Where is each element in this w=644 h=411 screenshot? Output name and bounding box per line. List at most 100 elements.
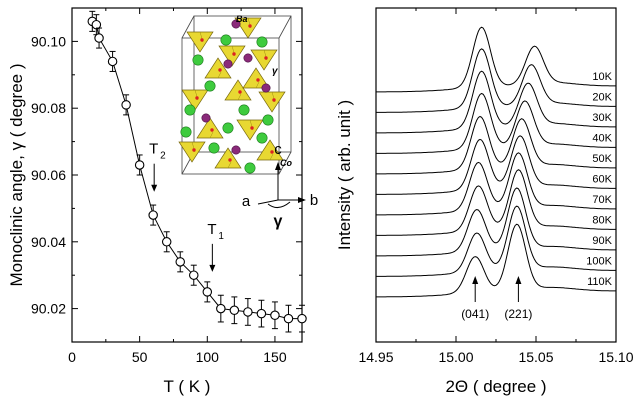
c-axis-head xyxy=(275,162,281,170)
purple-atom xyxy=(231,145,241,155)
y-tick-label: 90.10 xyxy=(31,33,66,49)
xrd-curve-60K xyxy=(376,135,616,195)
unit-cell-edge xyxy=(181,15,195,39)
co-atom xyxy=(228,158,232,162)
series-label-90K: 90K xyxy=(592,235,612,247)
annotation-arrow-head xyxy=(151,184,158,192)
ba-atom xyxy=(204,80,216,92)
x-tick-label: 150 xyxy=(263,349,287,365)
data-point xyxy=(256,308,267,319)
y-tick-label: 90.02 xyxy=(31,301,66,317)
data-point xyxy=(148,210,158,220)
gamma-arc xyxy=(267,201,291,208)
annotation-arrow-head xyxy=(209,264,216,272)
cotetrahedron xyxy=(196,117,224,139)
co-atom xyxy=(232,52,236,56)
series-label-50K: 50K xyxy=(592,153,612,165)
co-atom xyxy=(218,68,222,72)
data-point xyxy=(216,303,226,314)
ba-label: Ba xyxy=(236,14,248,24)
xrd-curve-30K xyxy=(376,70,616,134)
tetra-edge xyxy=(227,161,232,169)
x-tick-label: 15.10 xyxy=(598,349,633,365)
xrd-curve-100K xyxy=(376,205,616,277)
data-point xyxy=(91,19,102,30)
ba-atom xyxy=(238,104,250,116)
x-axis-label: T ( K ) xyxy=(164,377,211,396)
co-label: Co xyxy=(280,158,292,168)
peak-arrow-head xyxy=(472,276,479,284)
data-point xyxy=(202,287,213,297)
ba-atom xyxy=(220,34,232,46)
y-axis-label: Intensity ( arb. unit ) xyxy=(335,100,354,250)
xrd-curve-90K xyxy=(376,187,616,257)
y-tick-label: 90.04 xyxy=(31,234,66,250)
ba-atom xyxy=(262,114,274,126)
co-atom xyxy=(272,98,276,102)
co-atom xyxy=(210,128,214,132)
series-label-80K: 80K xyxy=(592,215,612,227)
co-atom xyxy=(270,150,274,154)
data-point xyxy=(161,237,172,247)
xrd-curve-80K xyxy=(376,169,616,236)
data-point xyxy=(107,56,118,67)
xrd-curve-10K xyxy=(376,26,616,93)
co-atom xyxy=(238,90,242,94)
data-point xyxy=(121,100,131,110)
co-atom xyxy=(264,56,268,60)
purple-atom xyxy=(201,113,211,123)
data-point xyxy=(134,160,145,170)
b-axis-head xyxy=(298,197,306,203)
t1-subscript: 1 xyxy=(218,231,224,242)
xrd-curve-70K xyxy=(376,152,616,216)
tetra-edge xyxy=(255,81,260,89)
data-point xyxy=(175,257,185,267)
ba-atom xyxy=(256,36,268,48)
ba-atom xyxy=(208,142,220,154)
x-tick-label: 0 xyxy=(68,349,76,365)
gamma-atom-label: γ xyxy=(272,66,279,77)
purple-atom xyxy=(223,59,233,69)
ba-atom xyxy=(184,104,196,116)
ba-atom xyxy=(180,126,192,138)
a-axis-line xyxy=(257,199,279,205)
ba-atom xyxy=(192,54,204,66)
data-point xyxy=(94,33,104,43)
series-label-70K: 70K xyxy=(592,194,612,206)
ba-atom xyxy=(256,132,268,144)
tetra-edge xyxy=(209,131,214,139)
series-label-30K: 30K xyxy=(592,112,612,124)
unit-cell-back xyxy=(193,15,292,153)
series-label-20K: 20K xyxy=(592,92,612,104)
left-panel: 0 50 100 150 90.02 90.04 90.06 90.08 90.10 T ( K … xyxy=(7,7,318,396)
series-label-10K: 10K xyxy=(592,71,612,83)
co-atom xyxy=(192,148,196,152)
purple-atom xyxy=(243,53,253,63)
series-label-100K: 100K xyxy=(586,256,612,268)
co-atom xyxy=(248,24,252,28)
x-tick-label: 15.00 xyxy=(438,349,473,365)
co-atom xyxy=(256,78,260,82)
t1-label: T xyxy=(207,221,216,238)
t2-label: T xyxy=(149,141,158,158)
t2-subscript: 2 xyxy=(160,151,166,162)
co-atom xyxy=(195,96,199,100)
x-tick-label: 100 xyxy=(196,349,220,365)
peak-label-221: (221) xyxy=(504,307,532,321)
co-atom xyxy=(250,126,254,130)
x-tick-label: 50 xyxy=(132,349,148,365)
series-label-40K: 40K xyxy=(592,133,612,145)
unit-cell-edge xyxy=(278,151,292,175)
tetra-edge xyxy=(237,93,242,101)
data-point xyxy=(189,270,199,280)
right-axes-frame xyxy=(375,7,617,343)
series-label-110K: 110K xyxy=(587,276,613,288)
ba-atom xyxy=(222,122,234,134)
cotetrahedron xyxy=(258,91,286,113)
tetra-edge xyxy=(269,153,274,161)
x-tick-label: 15.05 xyxy=(518,349,553,365)
x-tick-label: 14.95 xyxy=(358,349,393,365)
series-label-60K: 60K xyxy=(592,174,612,186)
xrd-curve-20K xyxy=(376,48,616,113)
